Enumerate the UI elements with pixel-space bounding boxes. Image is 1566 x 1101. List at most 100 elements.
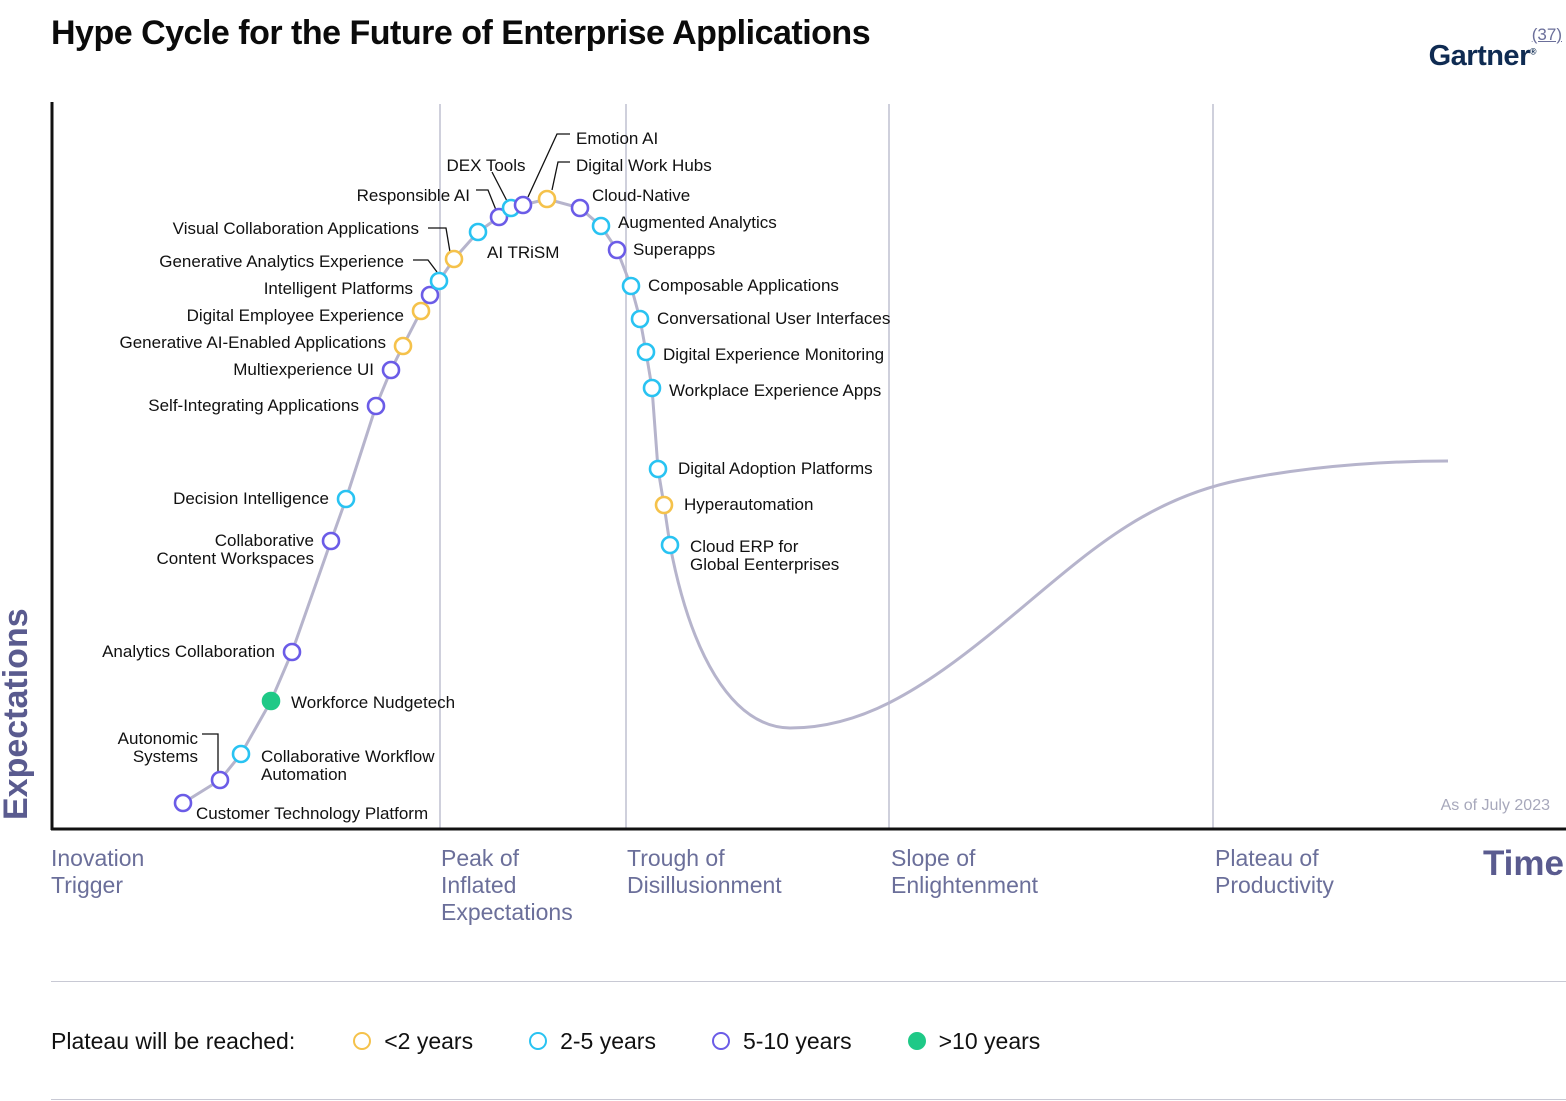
label-line: Augmented Analytics [618,213,777,232]
label-line: Collaborative [215,531,314,550]
label-line: Digital Adoption Platforms [678,459,873,478]
as-of-date: As of July 2023 [1441,797,1551,814]
label-workplace-experience-apps: Workplace Experience Apps [669,381,881,400]
label-digital-work-hubs: Digital Work Hubs [576,156,712,175]
label-decision-intelligence: Decision Intelligence [173,489,329,508]
leader-visual-collaboration-applications [428,227,451,253]
label-digital-experience-monitoring: Digital Experience Monitoring [663,345,884,364]
label-collaborative-workflow-automation: Collaborative Workflow Automation [261,747,435,784]
label-line: Responsible AI [357,186,470,205]
leader-emotion-ai [527,133,570,198]
label-line: Global Eenterprises [690,555,839,574]
point-multiexperience-ui [381,360,401,380]
label-leader-lines [202,133,570,772]
label-line: Autonomic [118,729,199,748]
divider-bottom [51,1099,1566,1100]
label-ai-trism: AI TRiSM [487,243,559,262]
label-line: AI TRiSM [487,243,559,262]
label-line: Conversational User Interfaces [657,309,890,328]
point-intelligent-platforms [420,285,440,305]
phase-slope-of-enlightenment: Slope of Enlightenment [891,845,1039,898]
label-line: Automation [261,765,347,784]
label-composable-applications: Composable Applications [648,276,839,295]
legend: Plateau will be reached: <2 years 2-5 ye… [51,1026,1096,1056]
label-augmented-analytics: Augmented Analytics [618,213,777,232]
leader-dex-tools [491,171,508,202]
point-cloud-erp-for-global-eenterprises [660,535,680,555]
label-multiexperience-ui: Multiexperience UI [233,360,374,379]
label-line: Workforce Nudgetech [291,693,455,712]
logo-mark: ® [1529,46,1537,57]
divider-top [51,981,1566,982]
label-line: Hyperautomation [684,495,813,514]
technology-labels: Customer Technology Platform Autonomic Sys… [102,129,890,823]
point-responsible-ai [489,207,509,227]
point-digital-employee-experience [411,301,431,321]
legend-marker-5to10 [711,1032,730,1050]
label-line: Analytics Collaboration [102,642,275,661]
point-emotion-ai [513,195,533,215]
label-line: Composable Applications [648,276,839,295]
label-hyperautomation: Hyperautomation [684,495,813,514]
page-number-link[interactable]: (37) [1531,25,1562,44]
point-customer-technology-platform [173,793,193,813]
label-self-integrating-applications: Self-Integrating Applications [148,396,359,415]
point-generative-ai-enabled-applications [393,336,413,356]
label-superapps: Superapps [633,240,715,259]
label-autonomic-systems: Autonomic Systems [118,729,199,766]
label-line: Multiexperience UI [233,360,374,379]
label-emotion-ai: Emotion AI [576,129,658,148]
label-customer-technology-platform: Customer Technology Platform [196,804,428,823]
leader-digital-work-hubs [551,161,570,191]
point-composable-applications [621,276,641,296]
legend-item-gt10: >10 years [907,1028,1040,1055]
leader-generative-analytics-experience [413,259,438,273]
point-digital-adoption-platforms [648,459,668,479]
label-line: Systems [133,747,198,766]
label-line: Customer Technology Platform [196,804,428,823]
label-line: Emotion AI [576,129,658,148]
legend-title: Plateau will be reached: [51,1027,296,1054]
logo-text: Gartner [1428,40,1531,72]
phase-dividers [439,104,1214,828]
page-title: Hype Cycle for the Future of Enterprise … [51,14,871,52]
legend-marker-lt2 [353,1032,372,1050]
label-responsible-ai: Responsible AI [357,186,470,205]
point-self-integrating-applications [366,396,386,416]
phase-peak-of-inflated-expectations: Peak of Inflated Expectations [441,845,573,925]
label-line: Self-Integrating Applications [148,396,359,415]
legend-marker-2to5 [529,1032,548,1050]
label-dex-tools: DEX Tools [446,156,525,175]
phase-plateau-of-productivity: Plateau of Productivity [1215,845,1334,898]
point-digital-work-hubs [537,189,557,209]
legend-item-2to5: 2-5 years [529,1028,656,1055]
label-line: Visual Collaboration Applications [173,219,419,238]
label-generative-analytics-experience: Generative Analytics Experience [159,252,404,271]
point-augmented-analytics [591,216,611,236]
legend-marker-gt10 [907,1032,926,1050]
legend-label-5to10: 5-10 years [742,1027,852,1054]
point-generative-analytics-experience [429,271,449,291]
label-line: Superapps [633,240,715,259]
point-hyperautomation [654,495,674,515]
technology-points [173,189,680,813]
point-visual-collaboration-applications [444,249,464,269]
label-line: Content Workspaces [157,549,314,568]
label-digital-adoption-platforms: Digital Adoption Platforms [678,459,873,478]
label-line: Digital Employee Experience [187,306,404,325]
label-line: Workplace Experience Apps [669,381,881,400]
leader-responsible-ai [476,189,497,211]
point-superapps [607,240,627,260]
point-digital-experience-monitoring [636,342,656,362]
label-line: Generative Analytics Experience [159,252,404,271]
legend-item-lt2: <2 years [353,1028,473,1055]
label-workforce-nudgetech: Workforce Nudgetech [291,693,455,712]
phase-trough-of-disillusionment: Trough of Disillusionment [627,845,782,898]
label-line: Digital Work Hubs [576,156,712,175]
point-analytics-collaboration [282,642,302,662]
point-decision-intelligence [336,489,356,509]
point-collaborative-workflow-automation [231,744,251,764]
label-line: DEX Tools [446,156,525,175]
label-line: Collaborative Workflow [261,747,435,766]
